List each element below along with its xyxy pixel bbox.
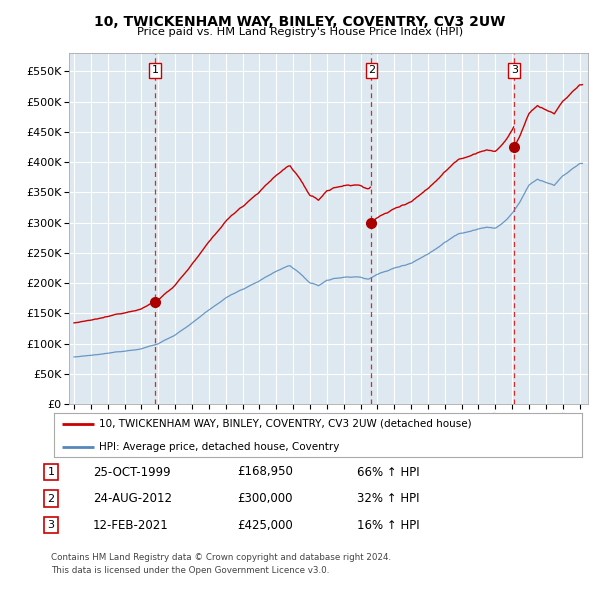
Text: 16% ↑ HPI: 16% ↑ HPI	[357, 519, 419, 532]
Text: Price paid vs. HM Land Registry's House Price Index (HPI): Price paid vs. HM Land Registry's House …	[137, 27, 463, 37]
Text: 3: 3	[47, 520, 55, 530]
Text: £168,950: £168,950	[237, 466, 293, 478]
Text: 1: 1	[47, 467, 55, 477]
Text: 10, TWICKENHAM WAY, BINLEY, COVENTRY, CV3 2UW: 10, TWICKENHAM WAY, BINLEY, COVENTRY, CV…	[94, 15, 506, 30]
Text: 2: 2	[368, 65, 375, 76]
Text: 25-OCT-1999: 25-OCT-1999	[93, 466, 170, 478]
Text: 1: 1	[151, 65, 158, 76]
Text: 10, TWICKENHAM WAY, BINLEY, COVENTRY, CV3 2UW (detached house): 10, TWICKENHAM WAY, BINLEY, COVENTRY, CV…	[99, 419, 472, 428]
Text: 2: 2	[47, 494, 55, 503]
Text: £425,000: £425,000	[237, 519, 293, 532]
Text: Contains HM Land Registry data © Crown copyright and database right 2024.: Contains HM Land Registry data © Crown c…	[51, 553, 391, 562]
Text: 32% ↑ HPI: 32% ↑ HPI	[357, 492, 419, 505]
Text: £300,000: £300,000	[237, 492, 293, 505]
Text: 66% ↑ HPI: 66% ↑ HPI	[357, 466, 419, 478]
Text: 12-FEB-2021: 12-FEB-2021	[93, 519, 169, 532]
Text: HPI: Average price, detached house, Coventry: HPI: Average price, detached house, Cove…	[99, 442, 339, 451]
Text: This data is licensed under the Open Government Licence v3.0.: This data is licensed under the Open Gov…	[51, 566, 329, 575]
Text: 24-AUG-2012: 24-AUG-2012	[93, 492, 172, 505]
Text: 3: 3	[511, 65, 518, 76]
